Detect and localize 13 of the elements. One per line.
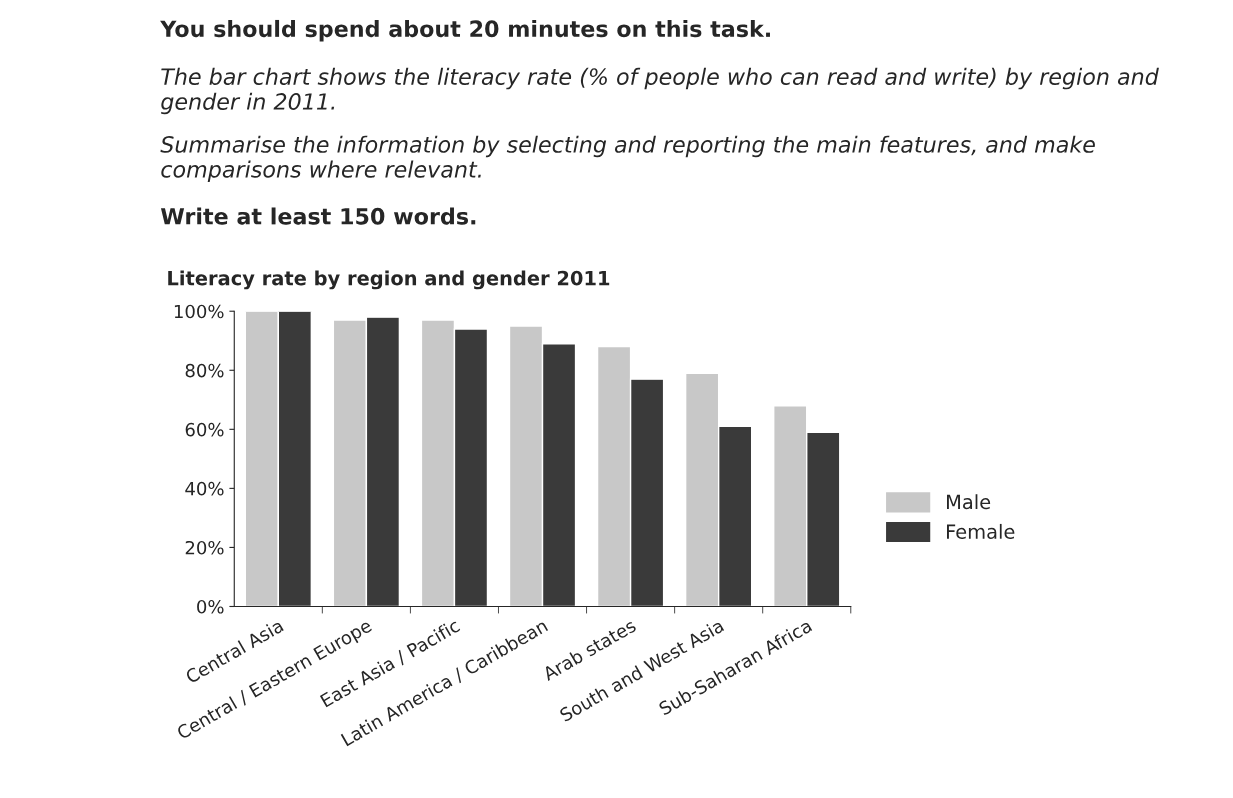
text: Write at least 150 words. [160, 207, 476, 225]
y-tick-label: 40% [185, 481, 224, 496]
text: Summarise the information by selecting and reporting the main features, and make comparisons where relevant. [160, 135, 1095, 183]
y-tick-label: 80% [185, 363, 224, 378]
chart-title: Literacy rate by region and gender 2011 [168, 270, 610, 290]
y-tick-label: 100% [174, 304, 224, 319]
legend-label: Male [947, 494, 991, 510]
text: The bar chart shows the literacy rate (% of people who can read and write) by region and gender in 2011. [161, 67, 1159, 115]
y-tick-label: 20% [185, 540, 224, 555]
y-tick-label: 60% [185, 422, 224, 437]
text: You should spend about 20 minutes on this task. [160, 19, 770, 42]
legend-label: Female [947, 523, 1015, 539]
y-tick-label: 0% [197, 599, 224, 614]
